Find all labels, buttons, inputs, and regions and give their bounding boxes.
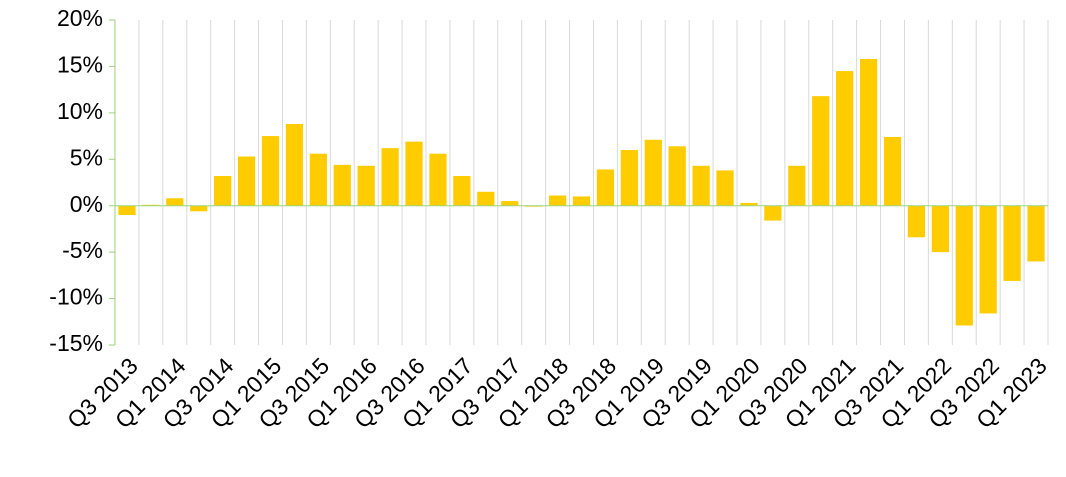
bar [716, 170, 734, 206]
bar [644, 139, 662, 206]
bar [166, 198, 184, 206]
bar [381, 148, 399, 206]
y-tick-label: 10% [57, 98, 103, 124]
bar [812, 96, 830, 206]
bar [931, 205, 949, 253]
bar [883, 137, 902, 206]
bar [357, 165, 375, 206]
y-tick-label: 20% [57, 5, 103, 31]
bar [836, 71, 854, 206]
y-tick-label: 5% [70, 144, 103, 170]
bar [907, 205, 926, 238]
bar [237, 156, 256, 206]
y-tick-label: -15% [49, 330, 103, 356]
bar [596, 169, 615, 206]
y-tick-label: -10% [49, 284, 103, 310]
bar [501, 201, 519, 206]
bar [405, 141, 423, 206]
bar [548, 195, 567, 206]
bar [620, 150, 638, 206]
bar [118, 205, 136, 215]
bar [214, 176, 232, 206]
bar [1003, 205, 1021, 281]
bar [955, 205, 973, 326]
bar [1027, 205, 1045, 262]
bar [788, 165, 806, 206]
bar [859, 59, 878, 206]
y-tick-label: -5% [62, 237, 103, 263]
bar [285, 124, 304, 206]
bar [572, 196, 591, 206]
bar [190, 205, 208, 212]
y-tick-label: 0% [70, 191, 103, 217]
bar [453, 176, 471, 206]
bar [740, 202, 758, 206]
bar [309, 153, 327, 206]
bar [429, 153, 447, 206]
y-tick-label: 15% [57, 52, 103, 78]
bar [979, 205, 997, 314]
bar [261, 136, 280, 206]
bar [477, 191, 495, 206]
bar [764, 205, 782, 221]
bar [333, 164, 351, 206]
bar [668, 146, 686, 206]
bar [692, 165, 710, 206]
